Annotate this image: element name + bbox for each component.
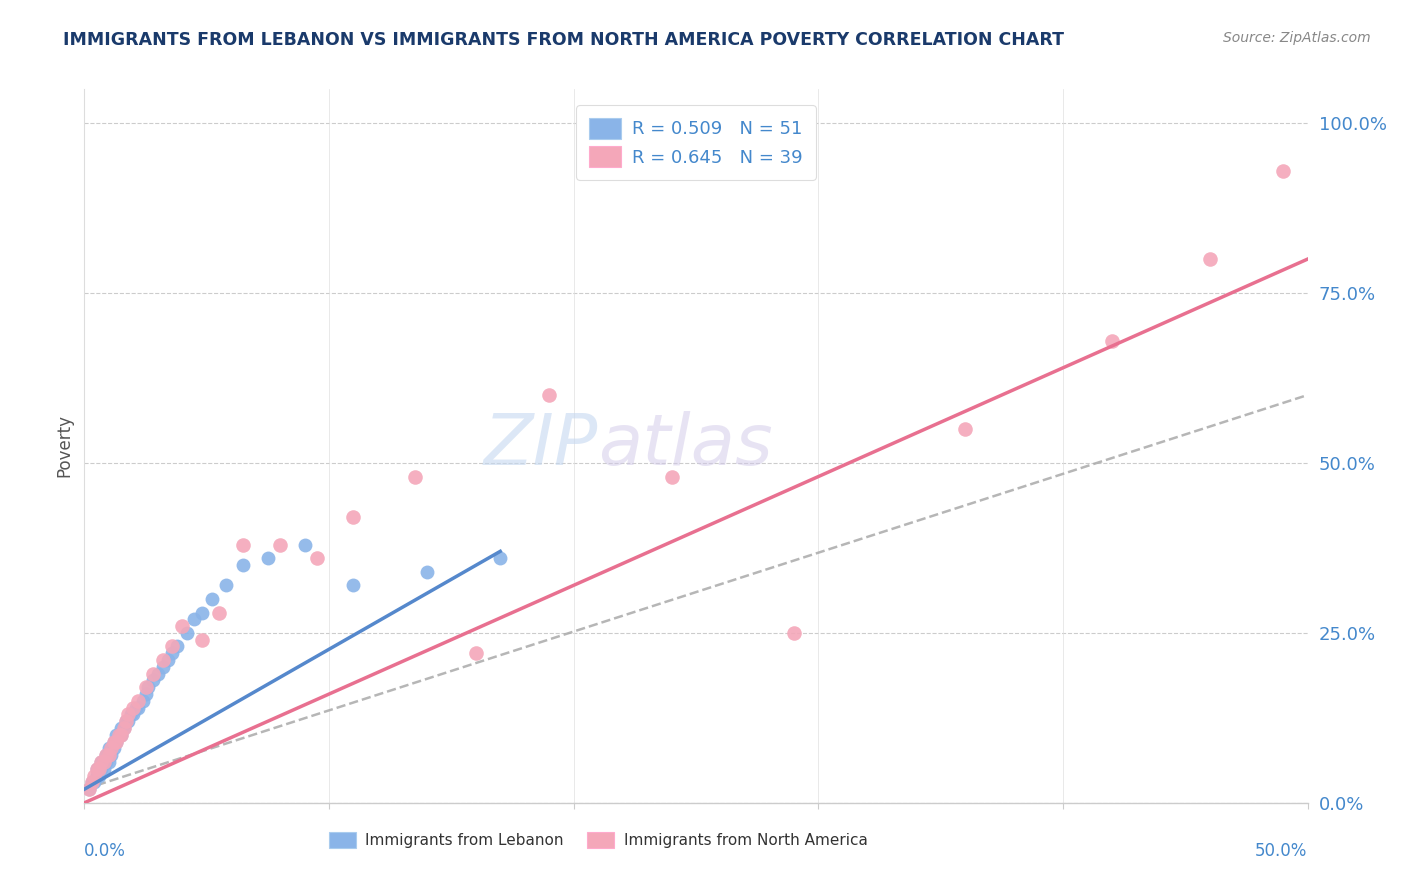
Point <box>122 707 145 722</box>
Point <box>135 680 157 694</box>
Legend: Immigrants from Lebanon, Immigrants from North America: Immigrants from Lebanon, Immigrants from… <box>321 824 875 855</box>
Point <box>100 741 122 756</box>
Point <box>953 422 976 436</box>
Point <box>294 537 316 551</box>
Point <box>96 748 118 763</box>
Point <box>83 775 105 789</box>
Text: ZIP: ZIP <box>484 411 598 481</box>
Point <box>162 646 184 660</box>
Point <box>232 537 254 551</box>
Point <box>97 741 120 756</box>
Point <box>93 755 115 769</box>
Point <box>142 666 165 681</box>
Point <box>93 762 115 776</box>
Point <box>183 612 205 626</box>
Point <box>107 728 129 742</box>
Point <box>538 388 561 402</box>
Text: 50.0%: 50.0% <box>1256 842 1308 860</box>
Point <box>107 728 129 742</box>
Point <box>661 469 683 483</box>
Point <box>105 734 128 748</box>
Point <box>1198 252 1220 266</box>
Point <box>80 775 103 789</box>
Y-axis label: Poverty: Poverty <box>55 415 73 477</box>
Point <box>152 653 174 667</box>
Point <box>135 687 157 701</box>
Point <box>90 762 112 776</box>
Point <box>156 653 179 667</box>
Text: Source: ZipAtlas.com: Source: ZipAtlas.com <box>1223 31 1371 45</box>
Point <box>83 769 105 783</box>
Point <box>100 741 122 756</box>
Point <box>90 755 112 769</box>
Point <box>232 558 254 572</box>
Point <box>87 762 110 776</box>
Point <box>97 748 120 763</box>
Point <box>122 700 145 714</box>
Point <box>115 714 138 729</box>
Point <box>112 721 135 735</box>
Point <box>93 755 115 769</box>
Point <box>416 565 439 579</box>
Point <box>269 537 291 551</box>
Point <box>489 551 512 566</box>
Point <box>162 640 184 654</box>
Text: atlas: atlas <box>598 411 773 481</box>
Point <box>132 694 155 708</box>
Point <box>110 721 132 735</box>
Point <box>208 606 231 620</box>
Point <box>103 741 125 756</box>
Point <box>96 755 118 769</box>
Point <box>191 606 214 620</box>
Point <box>1272 163 1295 178</box>
Point <box>176 626 198 640</box>
Point <box>100 748 122 763</box>
Point <box>342 578 364 592</box>
Point <box>127 700 149 714</box>
Point <box>97 748 120 763</box>
Point <box>127 694 149 708</box>
Point <box>96 748 118 763</box>
Point <box>215 578 238 592</box>
Point <box>191 632 214 647</box>
Point <box>120 707 142 722</box>
Text: 0.0%: 0.0% <box>84 842 127 860</box>
Point <box>200 591 222 606</box>
Point <box>142 673 165 688</box>
Point <box>86 762 108 776</box>
Point <box>146 666 169 681</box>
Point <box>464 646 486 660</box>
Point <box>77 782 100 797</box>
Point <box>136 680 159 694</box>
Point <box>97 755 120 769</box>
Point <box>305 551 328 566</box>
Point <box>105 728 128 742</box>
Point <box>172 619 194 633</box>
Point <box>152 660 174 674</box>
Point <box>103 734 125 748</box>
Point <box>166 640 188 654</box>
Point <box>112 721 135 735</box>
Point <box>110 728 132 742</box>
Point <box>257 551 280 566</box>
Point <box>115 714 138 729</box>
Point <box>117 707 139 722</box>
Text: IMMIGRANTS FROM LEBANON VS IMMIGRANTS FROM NORTH AMERICA POVERTY CORRELATION CHA: IMMIGRANTS FROM LEBANON VS IMMIGRANTS FR… <box>63 31 1064 49</box>
Point <box>87 769 110 783</box>
Point <box>117 714 139 729</box>
Point <box>103 734 125 748</box>
Point <box>1101 334 1123 348</box>
Point <box>105 734 128 748</box>
Point <box>86 762 108 776</box>
Point <box>77 782 100 797</box>
Point <box>125 700 148 714</box>
Point <box>80 775 103 789</box>
Point <box>342 510 364 524</box>
Point <box>404 469 426 483</box>
Point <box>783 626 806 640</box>
Point <box>86 769 108 783</box>
Point <box>90 755 112 769</box>
Point <box>110 728 132 742</box>
